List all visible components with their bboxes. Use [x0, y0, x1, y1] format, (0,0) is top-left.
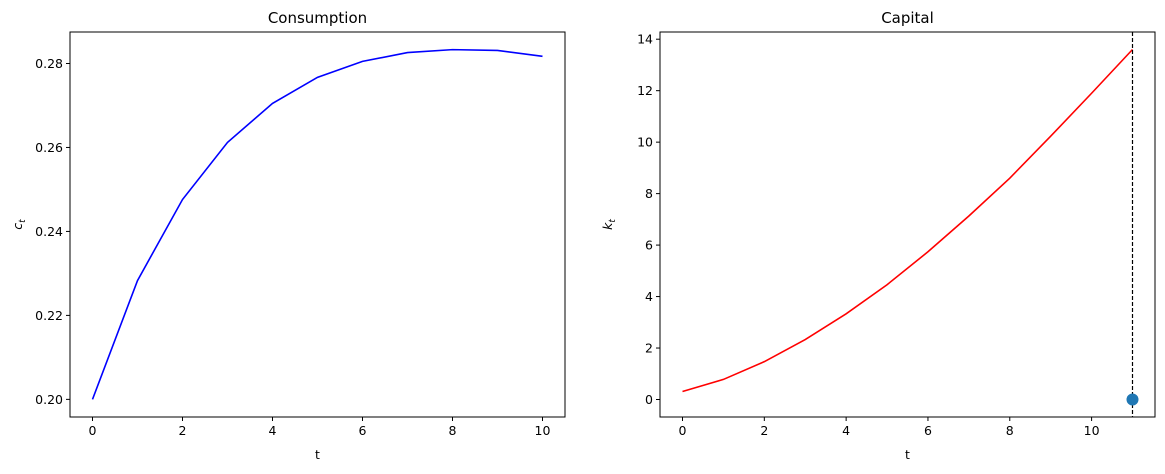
- x-axis-label: t: [315, 447, 320, 462]
- y-axis-label-base: k: [600, 222, 615, 230]
- y-tick-label: 0.26: [35, 140, 63, 155]
- x-tick-label: 0: [89, 423, 97, 438]
- y-tick-label: 0.20: [35, 392, 63, 407]
- y-tick-label: 6: [645, 238, 653, 253]
- y-tick-label: 2: [645, 341, 653, 356]
- plot-frame: [69, 31, 566, 418]
- x-tick-label: 4: [842, 423, 850, 438]
- y-tick-label: 4: [645, 289, 653, 304]
- y-tick-label: 0.28: [35, 56, 63, 71]
- y-axis-label-sub: t: [18, 219, 28, 223]
- chart-title: Consumption: [268, 9, 367, 27]
- y-axis-label-base: c: [10, 223, 25, 230]
- x-tick-label: 10: [1084, 423, 1100, 438]
- y-tick-label: 10: [637, 135, 653, 150]
- y-axis-label: ct: [10, 219, 28, 230]
- y-tick-label: 0.22: [35, 308, 63, 323]
- x-tick-label: 6: [359, 423, 367, 438]
- y-axis-label: kt: [600, 219, 618, 230]
- x-tick-label: 8: [449, 423, 457, 438]
- y-tick-label: 14: [637, 32, 653, 47]
- y-tick-label: 12: [637, 83, 653, 98]
- marker: [1126, 393, 1139, 406]
- x-tick-label: 2: [179, 423, 187, 438]
- x-tick-label: 4: [269, 423, 277, 438]
- plot-frame: [659, 31, 1156, 418]
- y-axis-label-sub: t: [608, 219, 618, 223]
- x-tick-label: 0: [679, 423, 687, 438]
- line: [682, 48, 1134, 393]
- chart-title: Capital: [881, 9, 934, 27]
- x-axis-label: t: [905, 447, 910, 462]
- x-tick-label: 2: [760, 423, 768, 438]
- y-tick-label: 8: [645, 186, 653, 201]
- x-tick-label: 6: [924, 423, 932, 438]
- line: [91, 48, 543, 400]
- x-tick-label: 10: [535, 423, 551, 438]
- y-tick-label: 0: [645, 392, 653, 407]
- y-tick-label: 0.24: [35, 224, 63, 239]
- x-tick-label: 8: [1006, 423, 1014, 438]
